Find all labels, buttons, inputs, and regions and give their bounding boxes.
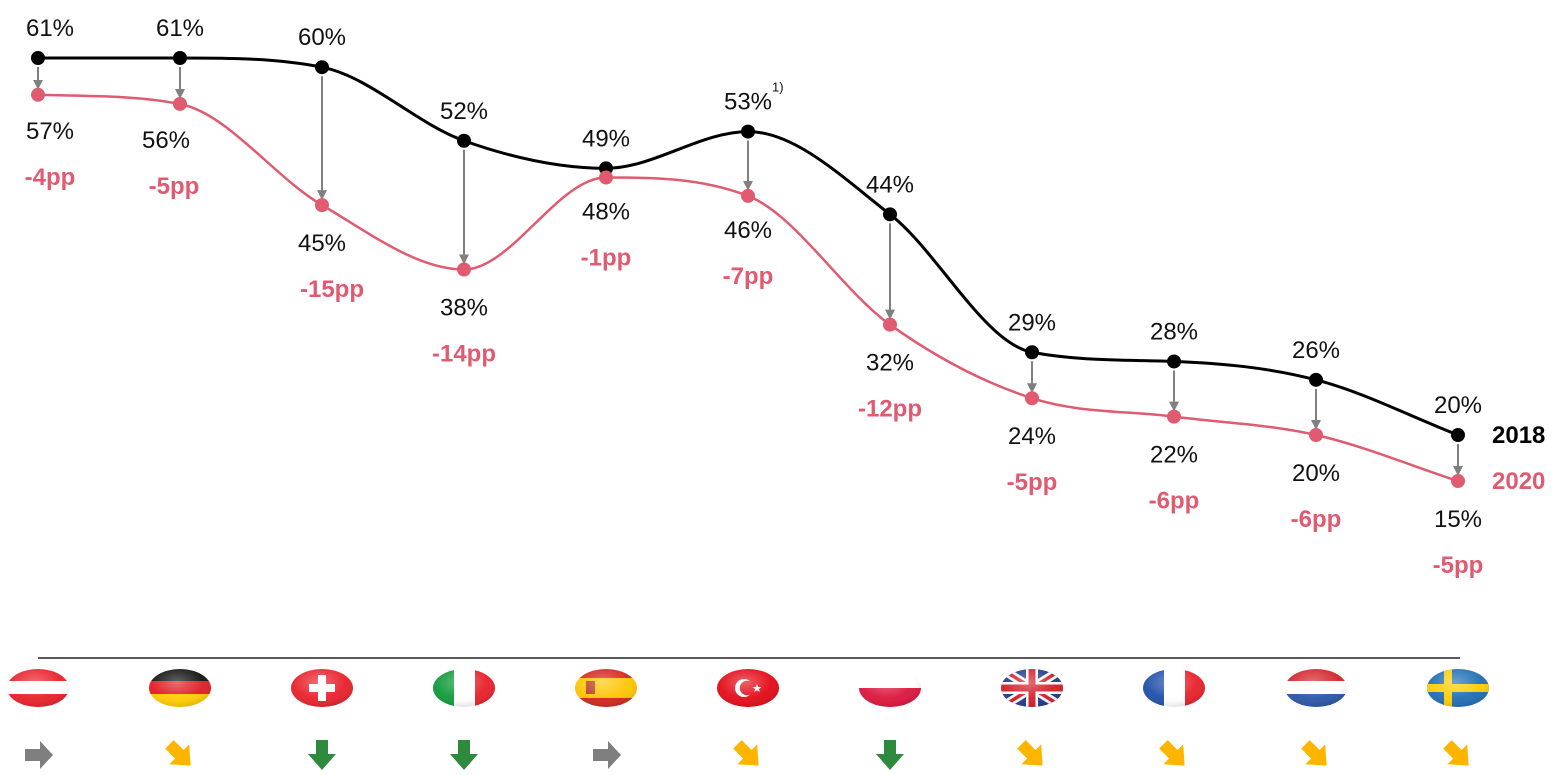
france-flag	[1143, 669, 1205, 707]
data-labels: 61% 57% -4pp 61% 56% -5pp 60% 45% -15pp 52% 38% -14…	[25, 15, 1484, 579]
austria-flag	[7, 669, 69, 707]
legend-2020: 2020	[1492, 468, 1545, 495]
label-2018-poland: 44%	[866, 171, 914, 198]
turkey-flag	[717, 669, 779, 707]
change-arrows	[33, 67, 1463, 476]
label-2018-sweden: 20%	[1434, 392, 1482, 419]
point-2020-turkey	[741, 188, 755, 203]
trend-arrow-poland	[876, 740, 904, 770]
label-2020-netherlands: 20%	[1292, 460, 1340, 487]
netherlands-flag	[1285, 669, 1347, 707]
point-2018-germany	[173, 51, 187, 65]
label-2018-netherlands: 26%	[1292, 337, 1340, 364]
point-2020-switzerland	[315, 198, 329, 213]
point-2020-netherlands	[1309, 428, 1323, 443]
trend-arrows	[25, 740, 1469, 770]
trend-arrow-turkey	[733, 740, 759, 766]
point-2018-sweden	[1451, 428, 1465, 443]
change-label-germany: -5pp	[149, 173, 200, 200]
point-2018-france	[1167, 354, 1181, 369]
label-2018-turkey: 53%	[724, 89, 772, 116]
point-2018-austria	[31, 51, 45, 65]
point-2020-italy	[457, 262, 471, 277]
label-2018-italy: 52%	[440, 98, 488, 125]
label-2020-united-kingdom: 24%	[1008, 423, 1056, 450]
germany-flag	[149, 669, 211, 707]
label-2020-france: 22%	[1150, 442, 1198, 469]
label-2018-united-kingdom: 29%	[1008, 309, 1056, 336]
trend-arrow-italy	[450, 740, 478, 770]
point-2018-italy	[457, 133, 471, 148]
label-2020-turkey: 46%	[724, 217, 772, 244]
point-2018-switzerland	[315, 60, 329, 75]
trend-arrow-sweden	[1443, 740, 1469, 766]
italy-flag	[433, 669, 495, 707]
change-label-united-kingdom: -5pp	[1007, 469, 1058, 496]
trend-arrow-united-kingdom	[1017, 740, 1043, 766]
legend: 2018 2020	[1492, 422, 1545, 495]
spain-flag	[575, 669, 637, 707]
sweden-flag	[1427, 669, 1489, 707]
label-2020-germany: 56%	[142, 127, 190, 154]
switzerland-flag	[291, 669, 353, 707]
point-2018-turkey	[741, 124, 755, 139]
change-label-poland: -12pp	[858, 396, 922, 423]
point-2020-united-kingdom	[1025, 391, 1039, 406]
label-2018-germany: 61%	[156, 15, 204, 42]
change-label-austria: -4pp	[25, 164, 76, 191]
label-2018-austria: 61%	[26, 15, 74, 42]
point-2020-spain	[599, 170, 613, 185]
trend-arrow-switzerland	[308, 740, 336, 770]
trend-arrow-germany	[165, 740, 191, 766]
change-label-france: -6pp	[1149, 488, 1200, 515]
label-2020-sweden: 15%	[1434, 506, 1482, 533]
point-2020-france	[1167, 409, 1181, 424]
change-label-sweden: -5pp	[1433, 552, 1484, 579]
legend-2018: 2018	[1492, 422, 1545, 449]
label-2020-poland: 32%	[866, 350, 914, 377]
poland-flag	[859, 669, 921, 707]
change-label-netherlands: -6pp	[1291, 506, 1342, 533]
change-label-turkey: -7pp	[723, 263, 774, 290]
point-2020-austria	[31, 87, 45, 102]
footnote-marker: 1)	[772, 80, 784, 95]
label-2020-austria: 57%	[26, 118, 74, 145]
trend-arrow-austria	[25, 741, 53, 769]
point-2018-poland	[883, 207, 897, 222]
point-2018-netherlands	[1309, 372, 1323, 387]
trend-arrow-spain	[593, 741, 621, 769]
trend-arrow-netherlands	[1301, 740, 1327, 766]
country-flags	[7, 669, 1489, 707]
trend-arrow-france	[1159, 740, 1185, 766]
label-2018-switzerland: 60%	[298, 24, 346, 51]
point-2018-united-kingdom	[1025, 345, 1039, 360]
change-label-italy: -14pp	[432, 341, 496, 368]
point-2020-poland	[883, 317, 897, 332]
label-2020-spain: 48%	[582, 199, 630, 226]
change-label-spain: -1pp	[581, 245, 632, 272]
label-2020-italy: 38%	[440, 295, 488, 322]
point-2020-sweden	[1451, 474, 1465, 488]
label-2020-switzerland: 45%	[298, 230, 346, 257]
point-2020-germany	[173, 96, 187, 111]
label-2018-spain: 49%	[582, 125, 630, 152]
change-label-switzerland: -15pp	[300, 276, 364, 303]
label-2018-france: 28%	[1150, 318, 1198, 345]
united-kingdom-flag	[1001, 669, 1063, 707]
data-points	[31, 51, 1465, 488]
